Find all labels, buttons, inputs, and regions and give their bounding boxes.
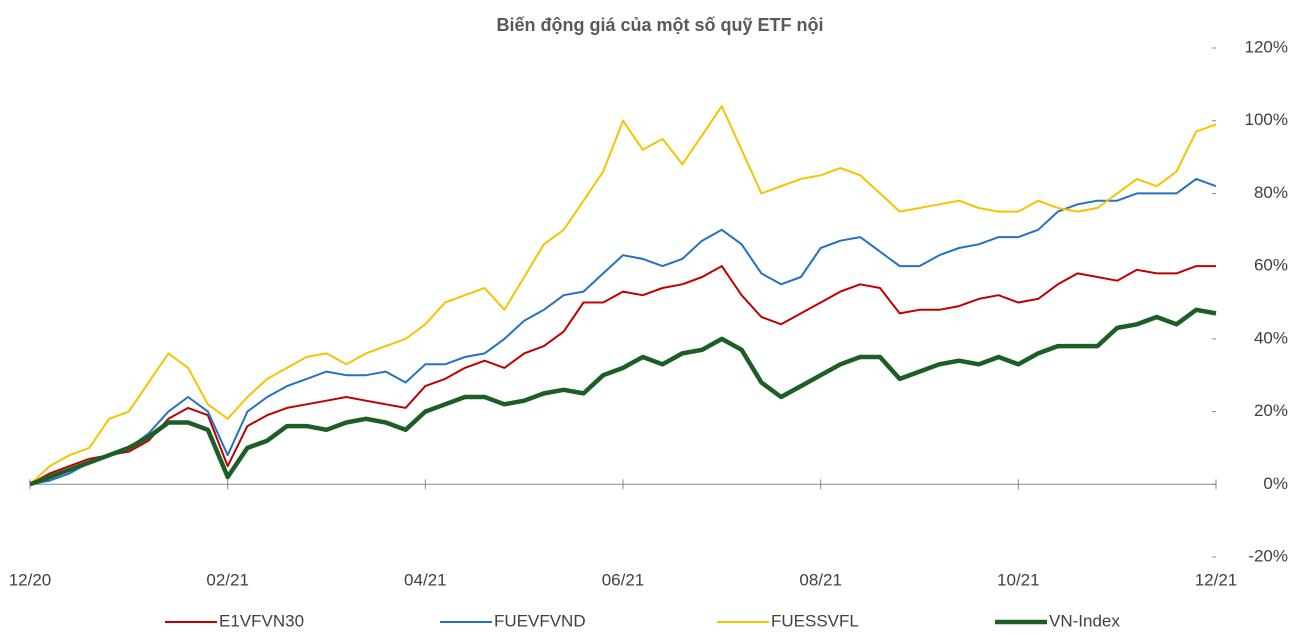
y-tick-label: 120% xyxy=(1245,37,1288,56)
legend-label: E1VFVN30 xyxy=(219,611,304,630)
x-tick-label: 08/21 xyxy=(799,570,842,589)
x-tick-label: 04/21 xyxy=(404,570,447,589)
series-line xyxy=(29,265,1216,486)
y-tick-label: 100% xyxy=(1245,110,1288,129)
series-line xyxy=(29,105,1217,486)
legend-label: FUESSVFL xyxy=(771,611,859,630)
y-tick-label: 0% xyxy=(1263,474,1288,493)
series-line xyxy=(29,177,1217,486)
y-tick-label: 80% xyxy=(1254,183,1288,202)
chart-title: Biến động giá của một số quỹ ETF nội xyxy=(496,15,823,35)
series-line xyxy=(29,307,1217,487)
y-tick-label: 20% xyxy=(1254,401,1288,420)
x-tick-label: 12/20 xyxy=(9,570,52,589)
y-tick-label: 60% xyxy=(1254,256,1288,275)
y-tick-label: -20% xyxy=(1248,546,1288,565)
legend-label: FUEVFVND xyxy=(494,611,586,630)
x-tick-label: 12/21 xyxy=(1195,570,1238,589)
x-tick-label: 02/21 xyxy=(206,570,249,589)
y-tick-label: 40% xyxy=(1254,328,1288,347)
x-tick-label: 10/21 xyxy=(997,570,1040,589)
x-tick-label: 06/21 xyxy=(602,570,645,589)
legend-label: VN-Index xyxy=(1049,611,1120,630)
